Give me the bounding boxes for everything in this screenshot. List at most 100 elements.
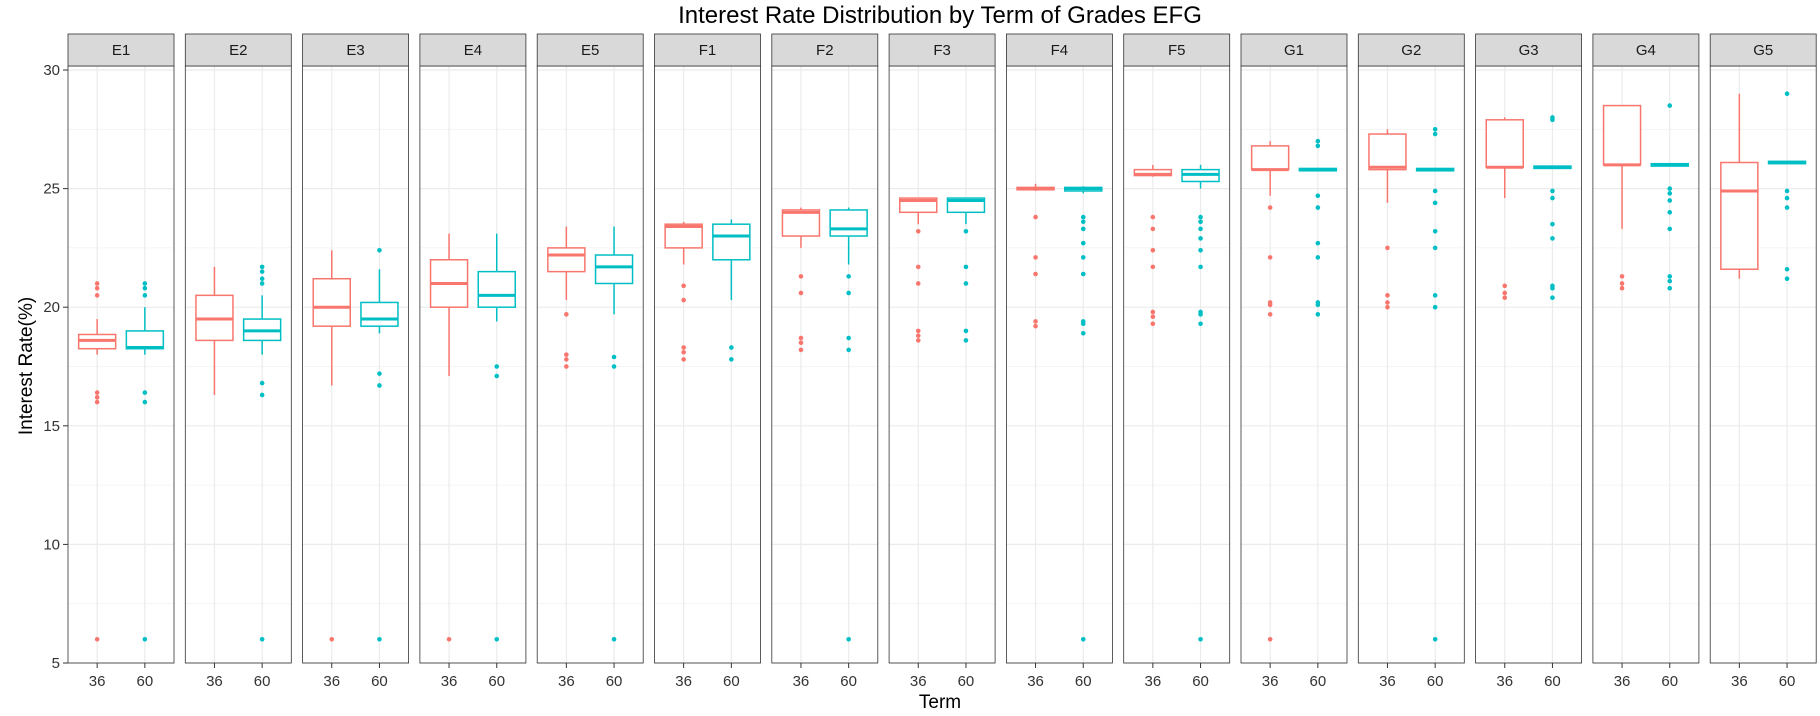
- x-tick-label: 60: [723, 673, 740, 690]
- outlier-point: [1150, 314, 1156, 319]
- facet-strip: [1123, 33, 1231, 67]
- x-tick-label: 36: [1145, 673, 1162, 690]
- outlier-point: [377, 247, 382, 253]
- outlier-point: [1784, 91, 1790, 97]
- panel-background: [68, 66, 174, 663]
- boxplot-e1-36: [77, 281, 117, 642]
- outlier-point: [1198, 214, 1203, 220]
- x-tick-label: 36: [910, 673, 927, 690]
- outlier-point: [1080, 271, 1086, 277]
- facet-strip-label: E5: [581, 42, 599, 59]
- boxplot-f1-36: [664, 221, 703, 362]
- boxplot-e1-60: [125, 281, 165, 642]
- facet-strip: [654, 33, 761, 67]
- outlier-point: [259, 380, 265, 386]
- x-tick-label: 36: [793, 673, 810, 690]
- x-tick-label: 60: [1661, 673, 1678, 690]
- outlier-point: [1267, 312, 1273, 317]
- outlier-point: [1080, 319, 1086, 324]
- outlier-point: [1619, 285, 1625, 291]
- facet-strip: [419, 33, 527, 67]
- boxplot-g4-36: [1602, 104, 1642, 291]
- boxplot-f5-60: [1181, 164, 1220, 642]
- outlier-point: [915, 264, 921, 270]
- outlier-point: [1150, 226, 1156, 232]
- x-tick-label: 36: [1027, 673, 1044, 690]
- outlier-point: [259, 281, 265, 286]
- outlier-point: [259, 276, 265, 282]
- facet-panel-g5: G5 36 60: [1709, 33, 1817, 690]
- boxplot-g5-36: [1720, 93, 1759, 279]
- outlier-point: [1267, 300, 1273, 305]
- facet-strip: [184, 33, 292, 67]
- facet-strip-label: G2: [1401, 42, 1421, 59]
- x-tick-label: 36: [1379, 673, 1396, 690]
- outlier-point: [846, 347, 851, 353]
- outlier-point: [1432, 188, 1438, 194]
- facet-strip-label: E4: [464, 42, 482, 59]
- outlier-point: [94, 281, 100, 286]
- facet-strip: [1357, 33, 1465, 67]
- facet-strip-label: G4: [1636, 42, 1656, 59]
- outlier-point: [494, 373, 500, 379]
- boxplot-g1-36: [1250, 141, 1290, 642]
- outlier-point: [846, 335, 851, 341]
- chart-title: Interest Rate Distribution by Term of Gr…: [678, 2, 1202, 29]
- x-tick-label: 60: [1075, 673, 1092, 690]
- outlier-point: [259, 636, 265, 642]
- outlier-point: [564, 364, 569, 369]
- facet-strip-label: F1: [699, 42, 717, 59]
- boxplot-e3-36: [312, 250, 351, 642]
- outlier-point: [1033, 323, 1038, 329]
- boxplot-g3-60: [1533, 115, 1572, 301]
- facet-strip-label: E2: [229, 42, 247, 59]
- facet-strip-label: G5: [1753, 42, 1773, 59]
- facet-panel-f5: F5 36 60: [1123, 33, 1231, 690]
- outlier-point: [1315, 143, 1321, 149]
- box: [829, 209, 868, 237]
- outlier-point: [1315, 240, 1321, 246]
- outlier-point: [377, 371, 382, 376]
- outlier-point: [681, 297, 686, 303]
- outlier-point: [1432, 127, 1438, 132]
- x-tick-label: 60: [488, 673, 505, 690]
- outlier-point: [611, 354, 617, 360]
- facet-strip: [888, 33, 996, 67]
- outlier-point: [1432, 200, 1438, 206]
- y-tick-label: 5: [52, 655, 60, 672]
- facet-panel-f1: F1 36 60: [654, 33, 761, 690]
- panel-background: [1123, 66, 1230, 663]
- outlier-point: [1432, 304, 1438, 310]
- facet-strip: [536, 33, 644, 67]
- outlier-point: [798, 347, 804, 353]
- facet-strip: [771, 33, 879, 67]
- x-tick-label: 60: [371, 673, 388, 690]
- outlier-point: [1198, 236, 1203, 241]
- facet-strip-label: G3: [1519, 42, 1539, 59]
- outlier-point: [1198, 264, 1203, 270]
- facet-strip: [302, 33, 410, 67]
- facet-panel-g4: G4 36 60: [1592, 33, 1700, 690]
- x-tick-label: 60: [1779, 673, 1796, 690]
- x-tick-label: 36: [206, 673, 223, 690]
- facet-strip: [1709, 33, 1817, 67]
- box: [1485, 119, 1524, 169]
- outlier-point: [1784, 276, 1790, 282]
- boxplot-g2-36: [1368, 129, 1407, 310]
- outlier-point: [1150, 264, 1156, 270]
- box: [594, 254, 634, 285]
- facet-panel-g2: G2 36 60: [1357, 33, 1465, 690]
- outlier-point: [681, 349, 686, 355]
- outlier-point: [564, 357, 569, 362]
- facet-panel-g1: G1 36 60: [1240, 33, 1348, 690]
- outlier-point: [1315, 205, 1321, 210]
- outlier-point: [798, 340, 804, 346]
- outlier-point: [1502, 290, 1508, 296]
- outlier-point: [1315, 193, 1321, 199]
- outlier-point: [963, 228, 969, 234]
- facet-panels: E1 36 60 E2 36 60 E3 36 60 E4 36 60 E5 36 60 F1 36 60 F2 36…: [67, 33, 1817, 690]
- outlier-point: [611, 364, 617, 369]
- outlier-point: [1267, 636, 1273, 642]
- outlier-point: [1198, 636, 1203, 642]
